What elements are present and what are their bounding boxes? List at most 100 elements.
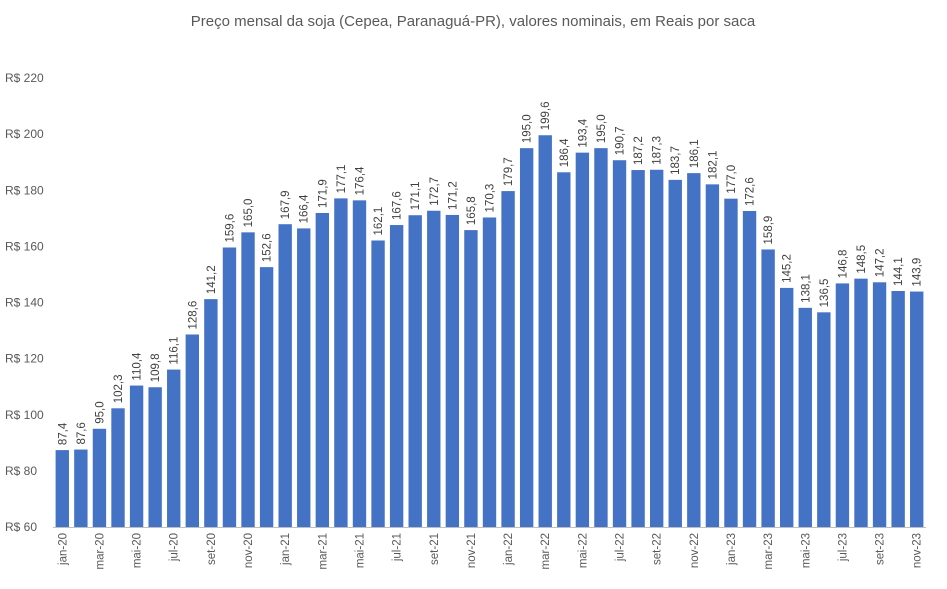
bar: [241, 232, 255, 527]
bar-value-label: 146,8: [837, 250, 849, 279]
bar-value-label: 195,0: [522, 114, 534, 143]
bar: [724, 198, 738, 527]
bar: [297, 228, 311, 528]
bar: [519, 148, 534, 527]
bar: [167, 369, 181, 527]
bar-value-label: 95,0: [94, 401, 106, 423]
bar-value-label: 199,6: [540, 101, 552, 130]
bar-value-label: 147,2: [875, 249, 887, 278]
x-tick-label: mar-20: [94, 533, 106, 569]
bar: [482, 217, 497, 527]
bar-value-label: 136,5: [819, 279, 831, 308]
bar-value-label: 167,6: [392, 191, 404, 220]
bar-value-label: 116,1: [169, 337, 181, 365]
bar: [352, 200, 367, 528]
y-tick-label: R$ 60: [5, 520, 37, 534]
bar-value-label: 159,6: [224, 214, 236, 243]
bar: [891, 290, 905, 527]
bar-value-label: 167,9: [280, 190, 292, 219]
x-tick-label: jul-22: [615, 533, 627, 562]
bar-value-label: 165,8: [466, 196, 478, 225]
x-tick-label: mar-21: [317, 533, 329, 569]
bar-value-label: 138,1: [800, 274, 812, 303]
bar-value-label: 165,0: [243, 199, 255, 228]
bar-value-label: 195,0: [596, 114, 608, 143]
bar: [575, 152, 590, 528]
bar: [594, 148, 608, 527]
bar-value-label: 143,9: [912, 258, 924, 287]
bar: [817, 312, 831, 527]
bar-value-label: 145,2: [782, 254, 794, 283]
y-tick-label: R$ 180: [5, 183, 44, 197]
bar-value-label: 190,7: [615, 126, 627, 155]
bar: [408, 215, 422, 527]
x-tick-label: mai-22: [577, 533, 589, 568]
bar: [315, 212, 330, 527]
x-tick-label: set-22: [652, 533, 664, 565]
bar-value-label: 187,2: [633, 136, 645, 165]
bar-value-label: 148,5: [856, 245, 868, 274]
bar: [798, 307, 812, 527]
x-tick-label: mar-22: [540, 533, 552, 569]
bar: [705, 184, 720, 527]
x-tick-label: nov-20: [243, 533, 255, 568]
bar-value-label: 193,4: [577, 118, 589, 147]
bar-value-label: 186,4: [559, 138, 571, 167]
bar: [111, 408, 125, 527]
x-tick-label: jan-22: [503, 533, 515, 566]
y-tick-label: R$ 220: [5, 71, 44, 85]
bar-value-label: 172,6: [745, 177, 757, 206]
bar-value-label: 172,7: [429, 177, 441, 206]
x-tick-label: nov-23: [912, 533, 924, 568]
bar-value-label: 166,4: [299, 194, 311, 223]
x-tick-label: jul-21: [392, 533, 404, 562]
bar: [742, 211, 757, 528]
x-tick-label: set-20: [206, 533, 218, 565]
bar: [74, 449, 88, 527]
y-tick-label: R$ 140: [5, 296, 44, 310]
bar: [222, 247, 237, 527]
bar-value-label: 182,1: [707, 151, 719, 180]
bar-value-label: 170,3: [485, 184, 497, 213]
bar: [538, 135, 552, 527]
bar: [835, 283, 850, 527]
bar-value-label: 152,6: [262, 233, 274, 262]
bar: [334, 198, 348, 527]
x-tick-label: jul-20: [169, 533, 181, 562]
bar: [259, 267, 274, 527]
bar-value-label: 171,9: [317, 179, 329, 208]
bar: [501, 191, 515, 528]
bar: [185, 334, 199, 527]
bar: [854, 278, 868, 527]
x-tick-label: set-21: [429, 533, 441, 565]
bar-value-label: 158,9: [763, 216, 775, 245]
bar: [649, 169, 664, 527]
bar: [872, 282, 887, 527]
bar: [631, 170, 645, 528]
x-tick-label: mai-21: [354, 533, 366, 568]
bars-group: [55, 135, 924, 528]
bar: [761, 249, 775, 528]
x-tick-label: jan-23: [726, 533, 738, 566]
bar: [464, 230, 478, 527]
bar-value-label: 141,2: [206, 265, 218, 294]
bar: [278, 224, 292, 527]
bar: [129, 385, 144, 527]
bar-value-label: 110,4: [132, 352, 144, 381]
y-tick-label: R$ 80: [5, 464, 37, 478]
x-tick-label: mai-20: [132, 533, 144, 568]
value-labels-group: 87,4 87,6 95,0 102,3 110,4 109,8 116,1 128,6 141…: [57, 101, 923, 445]
bar-value-label: 171,1: [410, 181, 422, 210]
y-axis: R$ 60 R$ 80 R$ 100 R$ 120 R$ 140 R$ 160 R$ 180…: [5, 71, 44, 534]
bar-value-label: 144,1: [893, 257, 905, 286]
bar: [371, 240, 385, 527]
bar: [92, 428, 107, 527]
bar-value-label: 109,8: [150, 353, 162, 382]
bar: [612, 160, 627, 527]
bar: [445, 214, 460, 527]
bar: [910, 291, 924, 527]
bar-value-label: 102,3: [113, 375, 125, 404]
y-tick-label: R$ 160: [5, 239, 44, 253]
x-tick-label: jan-21: [280, 533, 292, 566]
